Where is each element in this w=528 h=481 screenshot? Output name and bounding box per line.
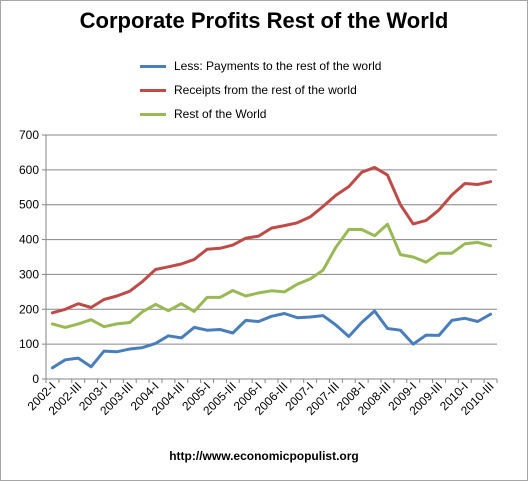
legend-label-rest-of-world: Rest of the World: [174, 107, 267, 121]
y-tick-label: 400: [19, 233, 39, 247]
y-tick-label: 200: [19, 302, 39, 316]
legend-item-payments: Less: Payments to the rest of the world: [140, 54, 381, 78]
y-tick-label: 700: [19, 128, 39, 142]
legend-swatch-payments: [140, 64, 166, 68]
legend: Less: Payments to the rest of the world …: [140, 54, 381, 126]
y-tick-label: 600: [19, 163, 39, 177]
legend-label-receipts: Receipts from the rest of the world: [174, 83, 357, 97]
series-line-0: [50, 309, 493, 370]
source-url: http://www.economicpopulist.org: [169, 449, 359, 463]
legend-swatch-receipts: [140, 88, 166, 92]
y-tick-label: 100: [19, 337, 39, 351]
y-tick-label: 500: [19, 198, 39, 212]
legend-item-receipts: Receipts from the rest of the world: [140, 78, 381, 102]
y-tick-label: 0: [32, 372, 39, 386]
legend-item-rest-of-world: Rest of the World: [140, 102, 381, 126]
chart-title: Corporate Profits Rest of the World: [79, 8, 449, 33]
legend-swatch-rest-of-world: [140, 112, 166, 116]
legend-label-payments: Less: Payments to the rest of the world: [174, 59, 382, 73]
series-line-2: [50, 222, 493, 329]
y-tick-label: 300: [19, 267, 39, 281]
series-line-1: [50, 165, 493, 315]
